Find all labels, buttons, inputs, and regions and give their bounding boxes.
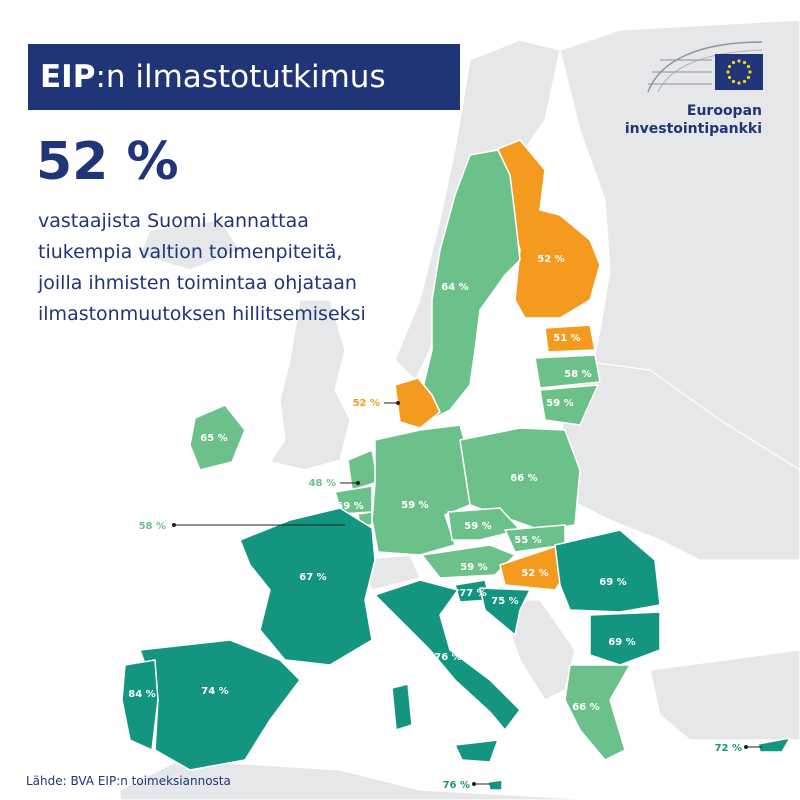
label-cyprus: 72 %	[715, 743, 742, 754]
label-croatia: 75 %	[491, 596, 518, 607]
leader-dot-belgium	[172, 523, 176, 527]
iceland-shape	[139, 219, 241, 271]
label-czechia: 59 %	[464, 521, 491, 532]
label-ireland: 65 %	[200, 433, 227, 444]
headline-value: 52 %	[36, 132, 179, 192]
title-rest-part: :n ilmastotutkimus	[95, 59, 386, 95]
description-line-3: joilla ihmisten toimintaa ohjataan	[38, 272, 357, 294]
logo-line-investointipankki: investointipankki	[624, 121, 762, 137]
denmark-shape	[394, 377, 441, 429]
label-romania: 69 %	[599, 577, 626, 588]
sweden-shape	[421, 149, 521, 421]
logo-arc	[647, 41, 763, 93]
source-note: Lähde: BVA EIP:n toimeksiannosta	[26, 774, 231, 788]
title-bold-part: EIP	[40, 59, 96, 95]
leader-dots	[172, 401, 748, 786]
label-poland: 66 %	[510, 473, 537, 484]
label-austria: 59 %	[460, 562, 487, 573]
logo-line-euroopan: Euroopan	[686, 103, 762, 119]
title-bar	[28, 44, 460, 110]
czechia-shape	[447, 507, 521, 541]
leader-dot-netherlands	[356, 481, 360, 485]
malta-shape	[487, 779, 503, 791]
label-denmark: 52 %	[353, 398, 380, 409]
label-slovakia: 55 %	[514, 535, 541, 546]
label-greece: 66 %	[572, 702, 599, 713]
italy-shape	[374, 579, 521, 731]
turkey-shape	[649, 649, 800, 741]
latvia-shape	[534, 354, 601, 389]
label-luxembourg: 59 %	[336, 501, 363, 512]
label-spain: 74 %	[201, 686, 228, 697]
leader-dot-cyprus	[744, 745, 748, 749]
lithuania-shape	[539, 384, 599, 426]
label-lithuania: 59 %	[546, 398, 573, 409]
leader-dot-denmark	[396, 401, 400, 405]
description-line-2: tiukempia valtion toimenpiteitä,	[38, 241, 343, 263]
label-hungary: 52 %	[521, 568, 548, 579]
description-line-1: vastaajista Suomi kannattaa	[38, 210, 309, 232]
balkans-shape	[499, 599, 576, 701]
netherlands-shape	[347, 449, 379, 491]
sardinia-shape	[391, 683, 413, 731]
label-latvia: 58 %	[564, 369, 591, 380]
croatia-shape	[479, 587, 531, 636]
label-netherlands: 48 %	[309, 478, 336, 489]
background-land	[119, 19, 800, 800]
uk-shape	[269, 299, 351, 471]
portugal-shape	[121, 659, 159, 751]
page-title: EIP:n ilmastotutkimus	[40, 60, 386, 94]
description-line-4: ilmastonmuutoksen hillitsemiseksi	[38, 303, 366, 325]
sicily-shape	[454, 739, 499, 763]
label-estonia: 51 %	[553, 333, 580, 344]
label-france: 67 %	[299, 572, 326, 583]
label-sweden: 64 %	[441, 282, 468, 293]
ireland-shape	[189, 404, 246, 471]
bulgaria-shape	[589, 611, 661, 666]
romania-shape	[554, 529, 661, 613]
leader-lines	[174, 402, 762, 785]
headline-description: vastaajista Suomi kannattaa tiukempia va…	[38, 206, 418, 330]
label-italy: 76 %	[434, 652, 461, 663]
label-bulgaria: 69 %	[608, 637, 635, 648]
label-finland: 52 %	[537, 254, 564, 265]
leader-dot-malta	[472, 782, 476, 786]
eu-flag-stars	[726, 59, 752, 85]
value-labels: 52 % 64 % 51 % 58 % 59 % 52 % 65 % 48 % …	[128, 254, 742, 791]
estonia-shape	[544, 324, 596, 353]
label-malta: 76 %	[443, 780, 470, 791]
cyprus-shape	[757, 737, 791, 753]
greece-shape	[564, 664, 631, 761]
label-portugal: 84 %	[128, 689, 155, 700]
eib-logo-graphic	[647, 41, 763, 93]
label-belgium: 58 %	[139, 521, 166, 532]
label-germany: 59 %	[401, 500, 428, 511]
eib-logo-text: Euroopan investointipankki	[600, 102, 762, 138]
spain-shape	[139, 639, 301, 771]
france-shape	[239, 507, 376, 666]
label-slovenia: 77 %	[459, 588, 486, 599]
